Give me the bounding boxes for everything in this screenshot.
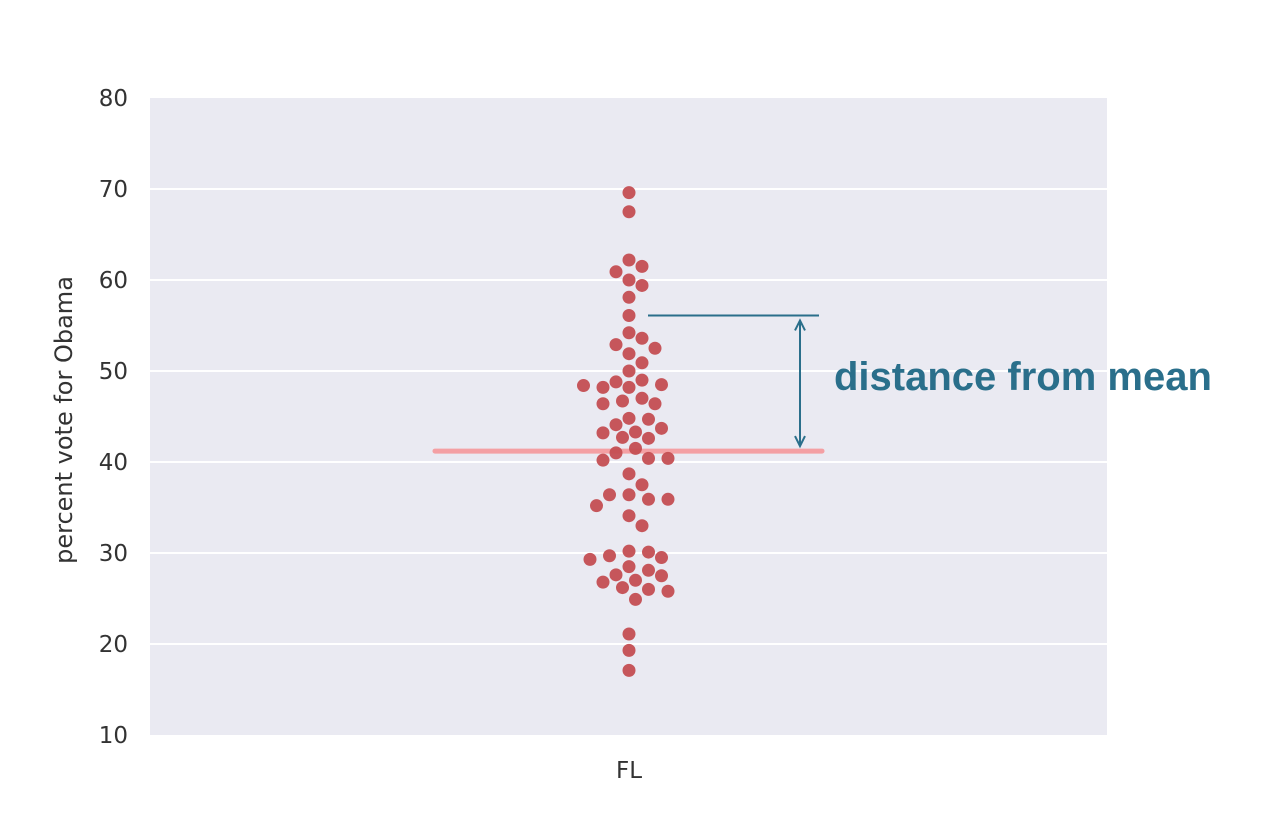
data-point <box>642 563 655 577</box>
data-point <box>655 421 668 435</box>
data-point <box>596 575 610 589</box>
data-point <box>635 259 649 273</box>
data-point <box>616 394 629 408</box>
data-point <box>622 509 636 523</box>
annotation-label: distance from mean <box>834 355 1212 399</box>
data-point <box>622 488 636 502</box>
data-point <box>603 549 616 563</box>
data-point <box>642 545 655 559</box>
data-point <box>609 418 623 432</box>
data-point <box>616 581 629 595</box>
data-point <box>603 488 616 502</box>
y-axis-title: percent vote for Obama <box>50 276 78 564</box>
data-point <box>642 582 655 596</box>
data-point <box>622 326 636 340</box>
y-tick-label: 50 <box>99 359 128 385</box>
data-point <box>635 278 649 292</box>
data-point <box>655 569 668 583</box>
data-point <box>622 253 636 267</box>
data-point <box>635 519 649 533</box>
data-point <box>629 425 642 439</box>
data-point <box>590 499 603 513</box>
data-point <box>635 391 649 405</box>
y-tick-label: 20 <box>99 632 128 658</box>
data-point <box>642 412 655 426</box>
data-point <box>661 492 675 506</box>
data-point <box>622 467 636 481</box>
data-point <box>622 643 636 657</box>
data-point <box>596 426 610 440</box>
y-tick-label: 70 <box>99 177 128 203</box>
y-tick-label: 40 <box>99 450 128 476</box>
data-points <box>577 186 675 677</box>
data-point <box>622 544 636 558</box>
data-point <box>642 451 655 465</box>
data-point <box>622 411 636 425</box>
data-point <box>622 560 636 574</box>
data-point <box>596 380 610 394</box>
data-point <box>622 273 636 287</box>
data-point <box>629 441 642 455</box>
y-tick-labels: 10 20 30 40 50 60 70 80 <box>99 86 128 749</box>
data-point <box>622 290 636 304</box>
data-point <box>616 430 629 444</box>
data-point <box>635 478 649 492</box>
data-point <box>596 397 610 411</box>
x-tick-labels: FL <box>616 758 642 784</box>
data-point <box>648 341 662 355</box>
data-point <box>609 265 623 279</box>
data-point <box>577 379 590 393</box>
data-point <box>661 451 675 465</box>
data-point <box>622 186 636 200</box>
data-point <box>609 446 623 460</box>
data-point <box>635 373 649 387</box>
data-point <box>655 551 668 565</box>
arrow-head-up-icon <box>794 318 806 331</box>
data-point <box>622 627 636 641</box>
arrow-head-down-icon <box>794 435 806 449</box>
y-tick-label: 80 <box>99 86 128 112</box>
data-point <box>642 431 655 445</box>
y-tick-label: 30 <box>99 541 128 567</box>
data-point <box>635 356 649 370</box>
data-point <box>648 397 662 411</box>
data-point <box>622 347 636 361</box>
data-point <box>622 663 636 677</box>
y-tick-label: 60 <box>99 268 128 294</box>
data-point <box>655 378 668 392</box>
data-point <box>629 573 642 587</box>
data-point <box>609 568 623 582</box>
data-point <box>622 308 636 322</box>
data-point <box>622 380 636 394</box>
data-point <box>609 338 623 352</box>
data-point <box>635 331 649 345</box>
data-point <box>642 492 655 506</box>
data-point <box>609 375 623 389</box>
data-point <box>622 364 636 378</box>
distance-annotation: distance from mean <box>648 314 1212 449</box>
data-point <box>629 592 642 606</box>
data-point <box>596 453 610 467</box>
x-tick-label: FL <box>616 758 642 784</box>
data-point <box>583 552 597 566</box>
y-tick-label: 10 <box>99 723 128 749</box>
data-point <box>622 205 636 219</box>
data-point <box>661 584 675 598</box>
